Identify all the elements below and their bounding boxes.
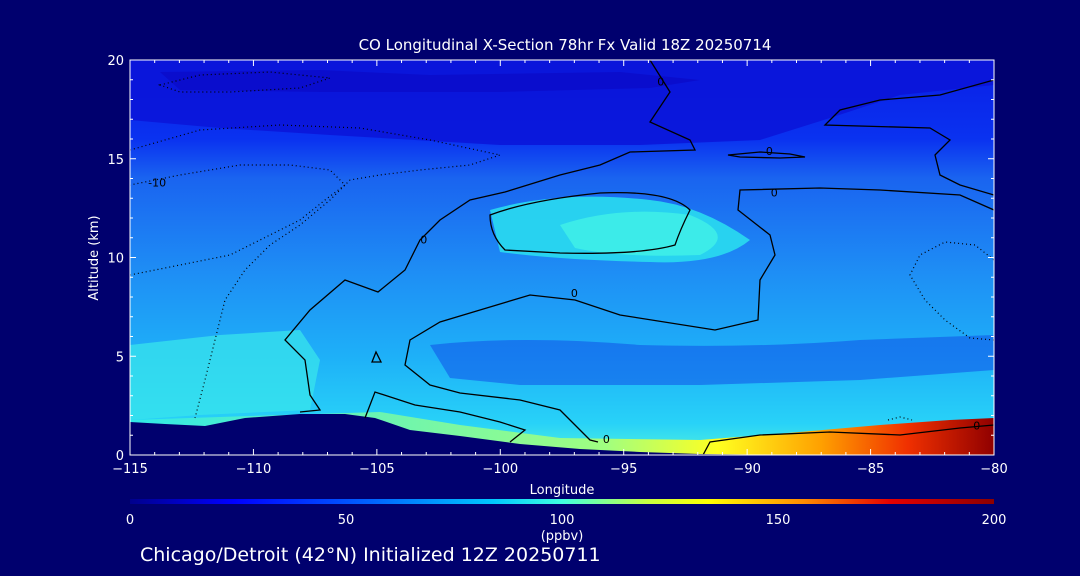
low-co-topmost-region — [160, 70, 700, 92]
footer-caption: Chicago/Detroit (42°N) Initialized 12Z 2… — [140, 544, 601, 566]
contour-negative-left — [130, 164, 346, 276]
colorbar-tick-label: 200 — [982, 513, 1007, 528]
colorbar-tick-label: 0 — [126, 513, 134, 528]
y-axis-label: Altitude (km) — [87, 215, 102, 300]
x-tick-label: −100 — [482, 462, 518, 477]
y-axis: 0 5 10 15 20 — [107, 54, 994, 464]
terrain-mask — [130, 414, 994, 455]
contour-label: 0 — [571, 287, 578, 300]
colorbar — [130, 499, 994, 504]
chart-title: CO Longitudinal X-Section 78hr Fx Valid … — [359, 36, 772, 54]
contour-label: 0 — [657, 76, 664, 89]
contour-label: 0 — [420, 234, 427, 247]
contour-label: 0 — [766, 145, 773, 158]
contour-zero-surface-right — [702, 424, 994, 455]
colorbar-ticks: 0 50 100 150 200 — [126, 513, 1007, 528]
contour-label: 0 — [603, 433, 610, 446]
high-co-mid-core — [560, 211, 718, 256]
y-tick-label: 15 — [107, 153, 124, 168]
contour-negative-right — [909, 241, 994, 341]
contour-label: -10 — [148, 176, 166, 189]
y-tick-label: 5 — [116, 350, 124, 365]
colorbar-tick-label: 100 — [550, 513, 575, 528]
x-axis: −115 −110 −105 −100 −95 −90 −85 −80 — [112, 60, 1008, 477]
x-tick-label: −110 — [236, 462, 272, 477]
contour-negative-top — [157, 71, 331, 93]
contour-zero-closed-high — [489, 191, 691, 254]
x-tick-label: −95 — [610, 462, 637, 477]
x-tick-label: −85 — [857, 462, 884, 477]
plot-area — [130, 60, 994, 455]
colorbar-tick-label: 150 — [766, 513, 791, 528]
contour-label: 0 — [771, 186, 778, 199]
contour-zero-island — [727, 151, 806, 159]
contour-zero-upper — [284, 60, 697, 413]
colorbar-tick-label: 50 — [338, 513, 355, 528]
colorbar-units: (ppbv) — [541, 529, 584, 544]
contour-zero-top-right — [823, 79, 994, 196]
y-tick-label: 0 — [116, 449, 124, 464]
contour-labels: -10 0 0 0 0 0 0 0 — [148, 76, 980, 446]
y-tick-label: 10 — [107, 252, 124, 267]
x-tick-label: −105 — [359, 462, 395, 477]
contour-zero-right — [404, 187, 994, 443]
x-tick-label: −115 — [112, 462, 148, 477]
contour-zero-low-left — [364, 391, 527, 443]
contour-label: 0 — [973, 419, 980, 432]
contour-zero-small-loop — [371, 350, 383, 363]
y-tick-label: 20 — [107, 54, 124, 69]
high-co-left-region — [130, 330, 320, 420]
x-tick-label: −80 — [980, 462, 1007, 477]
x-tick-label: −90 — [733, 462, 760, 477]
contour-negative-surface — [887, 416, 913, 421]
x-axis-label: Longitude — [530, 483, 595, 498]
low-co-lower-region — [430, 335, 994, 385]
